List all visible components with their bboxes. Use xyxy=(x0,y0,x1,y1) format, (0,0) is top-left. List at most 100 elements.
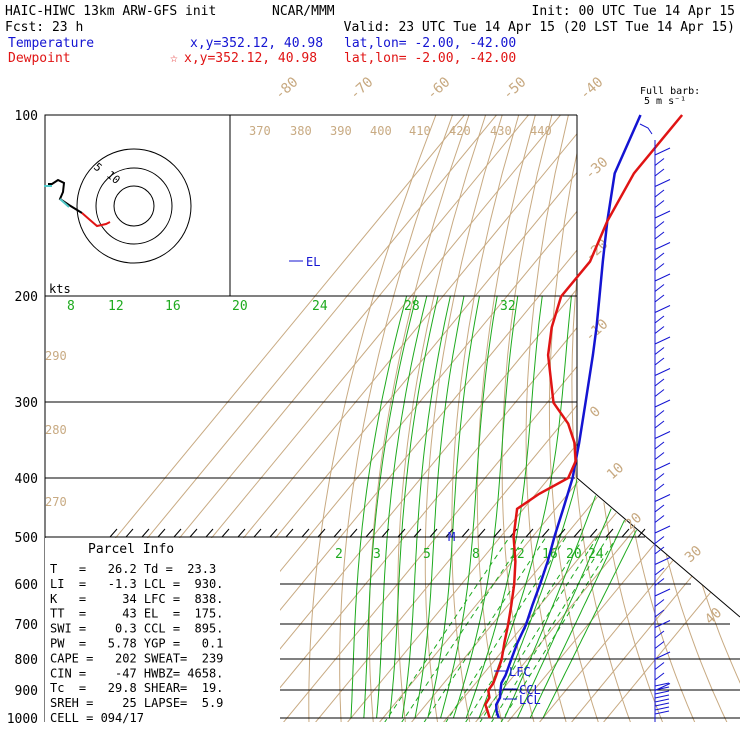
wind-barb xyxy=(654,694,670,699)
hatch-mark xyxy=(413,528,422,538)
mixing-ratio-5 xyxy=(418,536,547,722)
wind-barb xyxy=(654,698,670,703)
mixing-ratio-3 xyxy=(395,536,527,722)
hatch-mark xyxy=(237,528,246,538)
wind-barb xyxy=(654,641,665,649)
isotherm-label-m80: -80 xyxy=(272,74,302,103)
pressure-tick-700: 700 xyxy=(15,618,38,633)
dry-adiabat-280 xyxy=(424,115,503,722)
wind-barb xyxy=(654,686,670,691)
mixing-ratio-label-12: 12 xyxy=(509,547,525,562)
theta-labels: 370 380 390 400 410 420 430 440 290 280 … xyxy=(45,124,552,509)
moist-adiabat-28 xyxy=(504,296,647,719)
isotherm-label-m40: -40 xyxy=(577,74,607,103)
hatch-mark xyxy=(637,528,646,538)
dry-adiabat-400 xyxy=(694,115,740,722)
wind-barb xyxy=(654,599,665,607)
hatch-mark xyxy=(333,528,342,538)
hatch-mark xyxy=(605,528,614,538)
wind-barb xyxy=(654,399,671,408)
hatch-mark xyxy=(285,528,294,538)
parcel-info-row: SREH = 25 LAPSE= 5.9 xyxy=(50,696,223,710)
isotherm-label-m50: -50 xyxy=(500,74,530,103)
dry-adiabat-lines xyxy=(308,115,740,722)
theta-label-270: 270 xyxy=(45,495,67,509)
hatch-mark xyxy=(269,528,278,538)
org-label: NCAR/MMM xyxy=(272,4,335,19)
wind-barb xyxy=(654,710,670,715)
mixing-ratio-16 xyxy=(474,536,599,722)
moist-adiabat-36 xyxy=(529,296,723,719)
wind-barb xyxy=(654,651,671,660)
mixing-ratio-lines xyxy=(378,536,618,722)
hatch-mark xyxy=(525,528,534,538)
barb-legend-units: 5 m s⁻¹ xyxy=(644,96,686,107)
isotherm-label-m70: -70 xyxy=(347,74,377,103)
parcel-info-row: K = 34 LFC = 838. xyxy=(50,592,223,606)
pressure-tick-400: 400 xyxy=(15,472,38,487)
theta-label-420: 420 xyxy=(449,124,471,138)
model-title: HAIC-HIWC 13km ARW-GFS init xyxy=(5,4,216,19)
mixing-ratio-8 xyxy=(439,536,567,722)
wind-barb xyxy=(654,588,671,597)
hatch-mark xyxy=(157,528,166,538)
hatch-mark xyxy=(589,528,598,538)
hatch-mark xyxy=(445,528,454,538)
hatch-mark xyxy=(189,528,198,538)
mixing-ratio-label-8: 8 xyxy=(472,547,480,562)
ccl-label: CCL xyxy=(519,683,541,697)
wind-barb xyxy=(654,609,665,618)
wind-barb xyxy=(654,410,665,418)
wind-barb xyxy=(654,557,671,565)
wind-barb xyxy=(654,273,671,282)
parcel-info-row: TT = 43 EL = 175. xyxy=(50,607,223,621)
wind-barb xyxy=(654,210,671,219)
dewpoint-series xyxy=(483,114,684,719)
hatch-mark xyxy=(141,528,150,538)
parcel-info-panel: Parcel Info T = 26.2 Td = 23.3LI = -1.3 … xyxy=(45,538,280,725)
mixing-ratio-12 xyxy=(459,536,585,722)
hodograph-trace-low xyxy=(81,212,111,228)
wind-barb xyxy=(654,347,665,355)
hatch-mark xyxy=(301,528,310,538)
dry-adiabat-320 xyxy=(525,115,570,722)
temperature-xy: x,y=352.12, 40.98 xyxy=(190,36,323,51)
isotherm-30 xyxy=(500,115,740,722)
isotherm--140 xyxy=(45,115,465,722)
wind-barb xyxy=(654,284,665,292)
theta-e-label-28: 28 xyxy=(404,299,420,314)
pressure-tick-300: 300 xyxy=(15,396,38,411)
lcl-label: LCL xyxy=(519,693,541,707)
wind-barb xyxy=(654,431,671,439)
hatch-mark xyxy=(621,528,630,538)
mixing-ratio-label-20: 20 xyxy=(566,547,582,562)
wind-barb xyxy=(654,305,671,313)
mixing-ratio-2 xyxy=(378,536,511,722)
hatch-mark xyxy=(477,528,486,538)
theta-label-430: 430 xyxy=(490,124,512,138)
parcel-info-title: Parcel Info xyxy=(88,542,174,557)
dewpoint-xy: x,y=352.12, 40.98 xyxy=(184,51,317,66)
forecast-hour: Fcst: 23 h xyxy=(5,20,83,35)
hatch-mark xyxy=(397,528,406,538)
lfc-label: LFC xyxy=(509,665,531,679)
mixing-ratio-label-2: 2 xyxy=(335,547,343,562)
theta-label-400: 400 xyxy=(370,124,392,138)
parcel-info-row: CIN = -47 HWBZ= 4658. xyxy=(50,666,223,680)
wind-barb xyxy=(654,567,665,576)
parcel-info-row: T = 26.2 Td = 23.3 xyxy=(50,562,216,576)
hatch-mark xyxy=(349,528,358,538)
hatch-mark xyxy=(493,528,502,538)
wind-barb xyxy=(654,315,665,324)
theta-label-370: 370 xyxy=(249,124,271,138)
temperature-series xyxy=(494,114,642,719)
parcel-info-row: PW = 5.78 YGP = 0.1 xyxy=(50,637,223,651)
mixing-ratio-24 xyxy=(495,536,618,722)
hatch-mark xyxy=(573,528,582,538)
hatch-mark xyxy=(381,528,390,538)
parcel-info-row: Tc = 29.8 SHEAR= 19. xyxy=(50,681,223,695)
isotherm-label-m30: -30 xyxy=(582,154,612,183)
hatch-mark xyxy=(173,528,182,538)
hatch-mark xyxy=(317,528,326,538)
